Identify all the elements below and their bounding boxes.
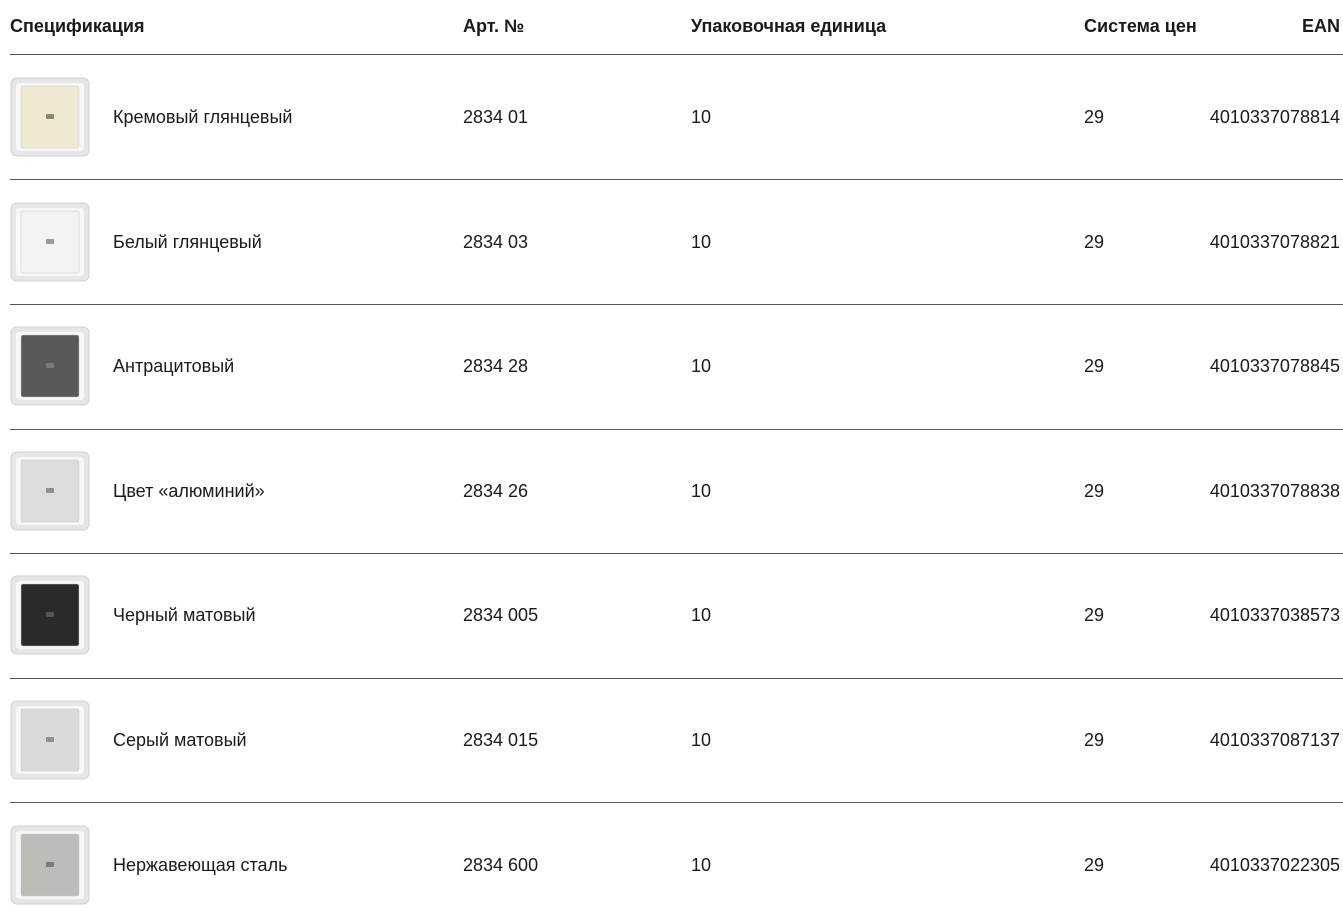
column-header-price: Система цен bbox=[1084, 16, 1197, 36]
product-thumbnail bbox=[10, 326, 90, 406]
header-rule bbox=[10, 54, 1343, 55]
row-rule bbox=[10, 553, 1343, 554]
pack-unit: 10 bbox=[691, 107, 712, 127]
art-number: 2834 600 bbox=[463, 854, 539, 875]
ean-code: 4010337038573 bbox=[1209, 605, 1340, 626]
column-header-pack: Упаковочная единица bbox=[691, 16, 887, 36]
row-rule bbox=[10, 678, 1343, 679]
ean-code: 4010337078821 bbox=[1209, 231, 1340, 252]
row-rule bbox=[10, 802, 1343, 803]
thumbnail-image bbox=[10, 202, 90, 282]
thumbnail-image bbox=[10, 451, 90, 531]
row-rule bbox=[10, 304, 1343, 305]
ean-code: 4010337078838 bbox=[1209, 480, 1340, 501]
ean-code: 4010337078814 bbox=[1209, 107, 1340, 127]
pack-unit: 10 bbox=[691, 605, 712, 626]
price-system: 29 bbox=[1084, 605, 1105, 626]
thumbnail-image bbox=[10, 575, 90, 655]
art-number: 2834 015 bbox=[463, 730, 539, 750]
ean-code: 4010337087137 bbox=[1209, 730, 1340, 750]
column-header-spec: Спецификация bbox=[10, 16, 145, 36]
row-rule bbox=[10, 429, 1343, 430]
price-system: 29 bbox=[1084, 480, 1105, 501]
art-number: 2834 01 bbox=[463, 107, 529, 127]
spec-name: Цвет «алюминий» bbox=[113, 480, 265, 501]
thumbnail-image bbox=[10, 825, 90, 905]
spec-name: Белый глянцевый bbox=[113, 231, 262, 252]
spec-name: Кремовый глянцевый bbox=[113, 107, 293, 127]
thumbnail-image bbox=[10, 326, 90, 406]
art-number: 2834 26 bbox=[463, 480, 529, 501]
pack-unit: 10 bbox=[691, 854, 712, 875]
price-system: 29 bbox=[1084, 730, 1105, 750]
art-number: 2834 28 bbox=[463, 356, 529, 377]
pack-unit: 10 bbox=[691, 356, 712, 377]
spec-name: Антрацитовый bbox=[113, 356, 235, 377]
product-thumbnail bbox=[10, 825, 90, 905]
price-system: 29 bbox=[1084, 854, 1105, 875]
column-header-ean: EAN bbox=[1301, 16, 1340, 36]
art-number: 2834 03 bbox=[463, 231, 529, 252]
spec-name: Черный матовый bbox=[113, 605, 256, 626]
row-rule bbox=[10, 179, 1343, 180]
price-system: 29 bbox=[1084, 356, 1105, 377]
thumbnail-image bbox=[10, 77, 90, 157]
spec-name: Нержавеющая сталь bbox=[113, 854, 288, 875]
art-number: 2834 005 bbox=[463, 605, 539, 626]
thumbnail-image bbox=[10, 700, 90, 780]
column-header-art: Арт. № bbox=[463, 16, 525, 36]
pack-unit: 10 bbox=[691, 730, 712, 750]
product-thumbnail bbox=[10, 451, 90, 531]
pack-unit: 10 bbox=[691, 480, 712, 501]
ean-code: 4010337078845 bbox=[1209, 356, 1340, 377]
spec-name: Серый матовый bbox=[113, 730, 247, 750]
ean-code: 4010337022305 bbox=[1209, 854, 1340, 875]
price-system: 29 bbox=[1084, 231, 1105, 252]
pack-unit: 10 bbox=[691, 231, 712, 252]
product-thumbnail bbox=[10, 202, 90, 282]
price-system: 29 bbox=[1084, 107, 1105, 127]
product-thumbnail bbox=[10, 77, 90, 157]
product-thumbnail bbox=[10, 700, 90, 780]
product-thumbnail bbox=[10, 575, 90, 655]
